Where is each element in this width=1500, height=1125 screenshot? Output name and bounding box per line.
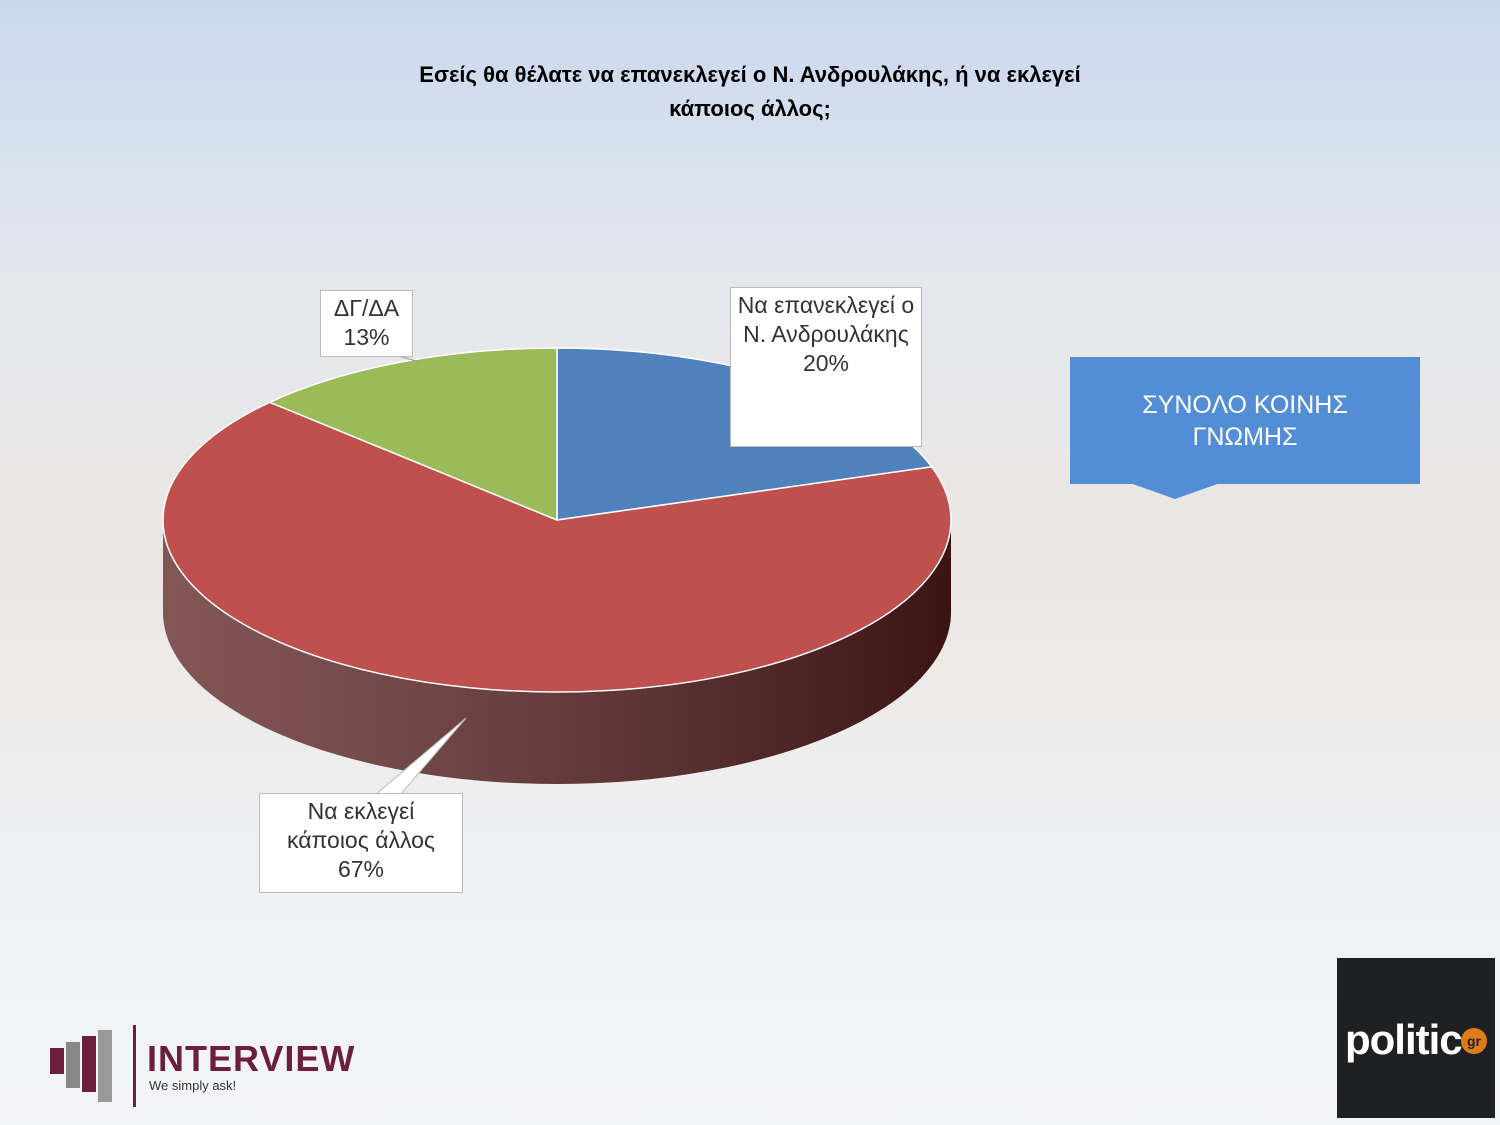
slice-side-shade [163,520,951,784]
logo-text: INTERVIEW [147,1038,356,1079]
slice [162,401,952,693]
slice [267,347,558,522]
politic-text: politic [1345,1016,1463,1063]
category-label: Να εκλεγεί κάποιος άλλος [286,798,436,853]
category-label: ΔΓ/ΔΑ [333,295,400,321]
chart-title: Εσείς θα θέλατε να επανεκλεγεί ο Ν. Ανδρ… [419,62,1081,121]
politic-suffix: gr [1461,1028,1487,1054]
logo-tagline: We simply ask! [149,1078,237,1093]
data-label: Να εκλεγεί κάποιος άλλος 67% [259,793,463,893]
logo-mark [50,1025,136,1107]
data-label: Να επανεκλεγεί ο Ν. Ανδρουλάκης 20% [730,287,922,447]
value-label: 67% [337,856,385,882]
callout: ΣΥΝΟΛΟ ΚΟΙΝΗΣ ΓΝΩΜΗΣ [1070,357,1420,484]
politic-logo: politic gr [1337,958,1495,1118]
data-label: ΔΓ/ΔΑ 13% [320,290,413,357]
value-label: 20% [802,350,850,376]
callout-pointer [1130,483,1220,499]
value-label: 13% [343,324,390,350]
category-label: Να επανεκλεγεί ο Ν. Ανδρουλάκης [737,292,915,347]
